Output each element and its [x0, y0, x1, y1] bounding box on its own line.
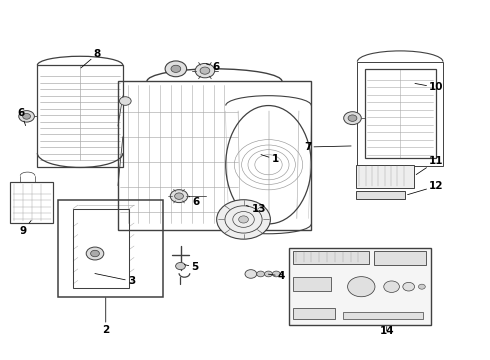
Circle shape	[170, 190, 188, 203]
Bar	[356, 191, 405, 199]
Text: 6: 6	[206, 62, 220, 72]
Bar	[357, 62, 443, 166]
Bar	[365, 69, 436, 158]
Bar	[58, 200, 163, 297]
Circle shape	[165, 61, 187, 77]
Text: 7: 7	[304, 142, 351, 152]
Circle shape	[257, 271, 265, 277]
Circle shape	[175, 262, 185, 270]
Circle shape	[403, 282, 415, 291]
Circle shape	[265, 271, 272, 277]
Circle shape	[86, 247, 104, 260]
Text: 6: 6	[18, 108, 25, 126]
Bar	[73, 209, 129, 288]
Circle shape	[171, 65, 181, 72]
Bar	[343, 312, 423, 319]
Text: 12: 12	[408, 181, 444, 195]
Bar	[289, 248, 431, 325]
Text: 14: 14	[379, 325, 394, 336]
Text: 10: 10	[415, 82, 444, 93]
Text: 13: 13	[246, 204, 266, 215]
Circle shape	[239, 216, 248, 223]
Circle shape	[384, 281, 399, 292]
Bar	[293, 308, 335, 319]
Circle shape	[272, 271, 280, 277]
Text: 2: 2	[102, 298, 109, 335]
Text: 3: 3	[95, 274, 135, 286]
Circle shape	[347, 276, 375, 297]
Circle shape	[23, 113, 30, 119]
Circle shape	[343, 112, 361, 125]
Text: 9: 9	[20, 221, 31, 236]
Text: 5: 5	[184, 262, 199, 272]
Bar	[37, 65, 123, 167]
Text: 1: 1	[261, 154, 279, 164]
Circle shape	[217, 200, 270, 239]
Circle shape	[19, 111, 34, 122]
Text: 8: 8	[81, 49, 101, 68]
Circle shape	[245, 270, 257, 278]
Bar	[356, 165, 414, 188]
Circle shape	[348, 115, 357, 121]
Text: 4: 4	[269, 271, 285, 281]
Bar	[293, 251, 368, 264]
Circle shape	[200, 67, 210, 74]
Circle shape	[174, 193, 183, 199]
Circle shape	[418, 284, 425, 289]
Bar	[118, 81, 311, 230]
Bar	[374, 251, 426, 265]
Circle shape	[91, 250, 99, 257]
Text: 6: 6	[189, 196, 200, 207]
Circle shape	[195, 63, 215, 78]
Bar	[293, 277, 331, 291]
Circle shape	[120, 97, 131, 105]
Bar	[10, 182, 53, 223]
Text: 11: 11	[416, 156, 444, 175]
